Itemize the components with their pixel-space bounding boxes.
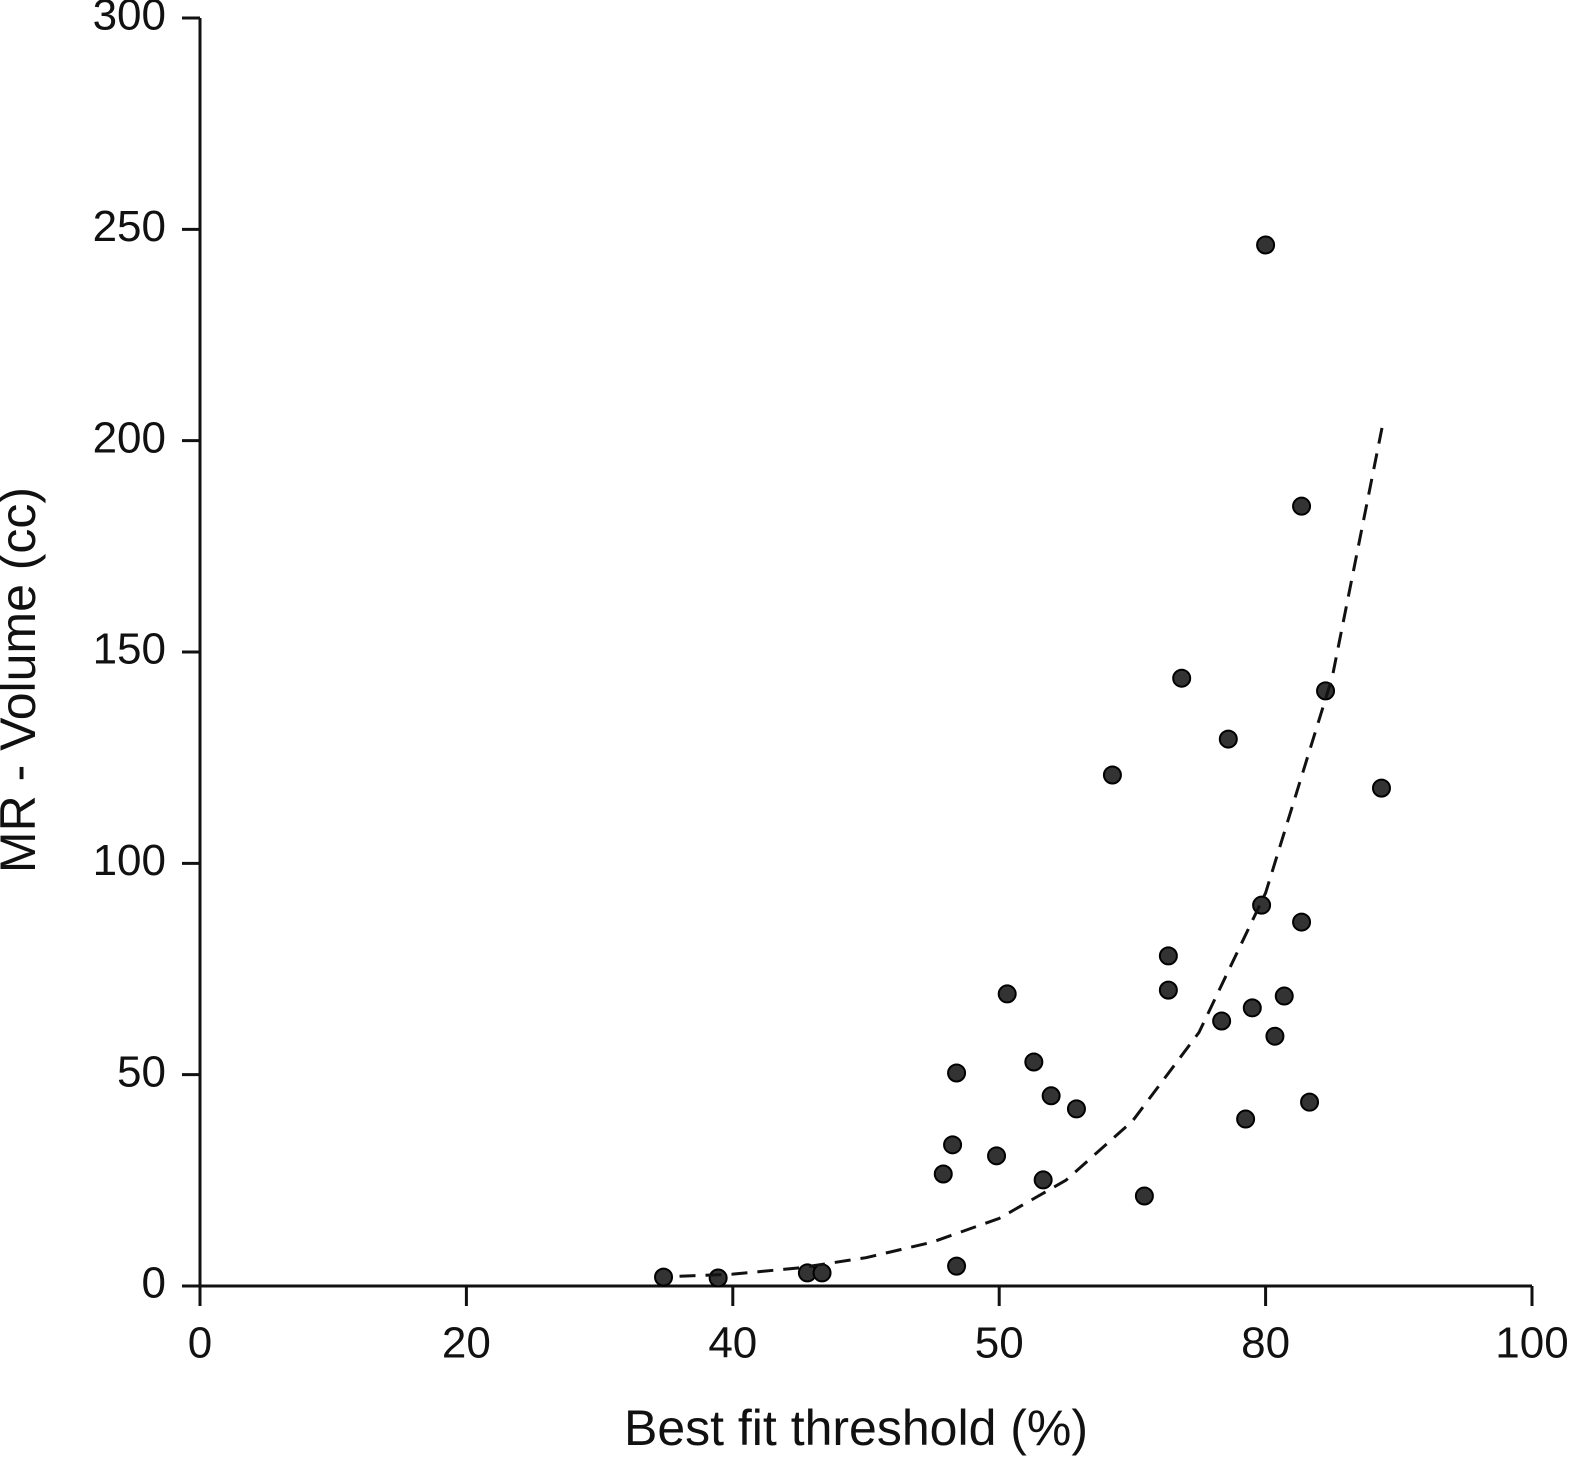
- y-tick-label: 250: [93, 202, 166, 251]
- y-axis-title: MR - Volume (cc): [0, 487, 46, 873]
- x-tick-label: 80: [1241, 1319, 1290, 1368]
- data-point: [943, 1135, 963, 1155]
- x-axis-title: Best fit threshold (%): [624, 1400, 1088, 1456]
- data-point: [1134, 1186, 1154, 1206]
- x-tick-label: 50: [975, 1319, 1024, 1368]
- data-point: [812, 1263, 832, 1283]
- y-tick-label: 300: [93, 0, 166, 40]
- data-point: [1300, 1092, 1320, 1112]
- y-tick-label: 50: [117, 1047, 166, 1096]
- data-point: [987, 1146, 1007, 1166]
- data-point: [1033, 1170, 1053, 1190]
- y-tick-label: 0: [142, 1259, 166, 1308]
- data-point: [654, 1267, 674, 1287]
- x-tick-label: 0: [188, 1319, 212, 1368]
- data-point: [947, 1256, 967, 1276]
- data-point: [1102, 765, 1122, 785]
- data-point: [1158, 946, 1178, 966]
- x-tick-label: 40: [708, 1319, 757, 1368]
- data-point: [1242, 998, 1262, 1018]
- y-tick-label: 150: [93, 625, 166, 674]
- data-point: [1041, 1086, 1061, 1106]
- data-point: [1371, 778, 1391, 798]
- data-point: [1212, 1011, 1232, 1031]
- data-point: [947, 1063, 967, 1083]
- data-point: [1158, 980, 1178, 1000]
- data-point: [1265, 1026, 1285, 1046]
- data-point: [1292, 496, 1312, 516]
- data-point: [933, 1164, 953, 1184]
- data-point: [1256, 235, 1276, 255]
- data-point: [1172, 668, 1192, 688]
- data-point: [708, 1268, 728, 1288]
- data-point: [1024, 1052, 1044, 1072]
- fit-curve: [679, 423, 1385, 1278]
- data-point: [1274, 986, 1294, 1006]
- data-point: [997, 984, 1017, 1004]
- data-point: [1066, 1099, 1086, 1119]
- y-tick-label: 100: [93, 836, 166, 885]
- data-point: [1236, 1109, 1256, 1129]
- x-tick-label: 100: [1495, 1319, 1568, 1368]
- y-tick-label: 200: [93, 413, 166, 462]
- data-point: [1218, 729, 1238, 749]
- x-tick-label: 20: [442, 1319, 491, 1368]
- data-point: [1292, 912, 1312, 932]
